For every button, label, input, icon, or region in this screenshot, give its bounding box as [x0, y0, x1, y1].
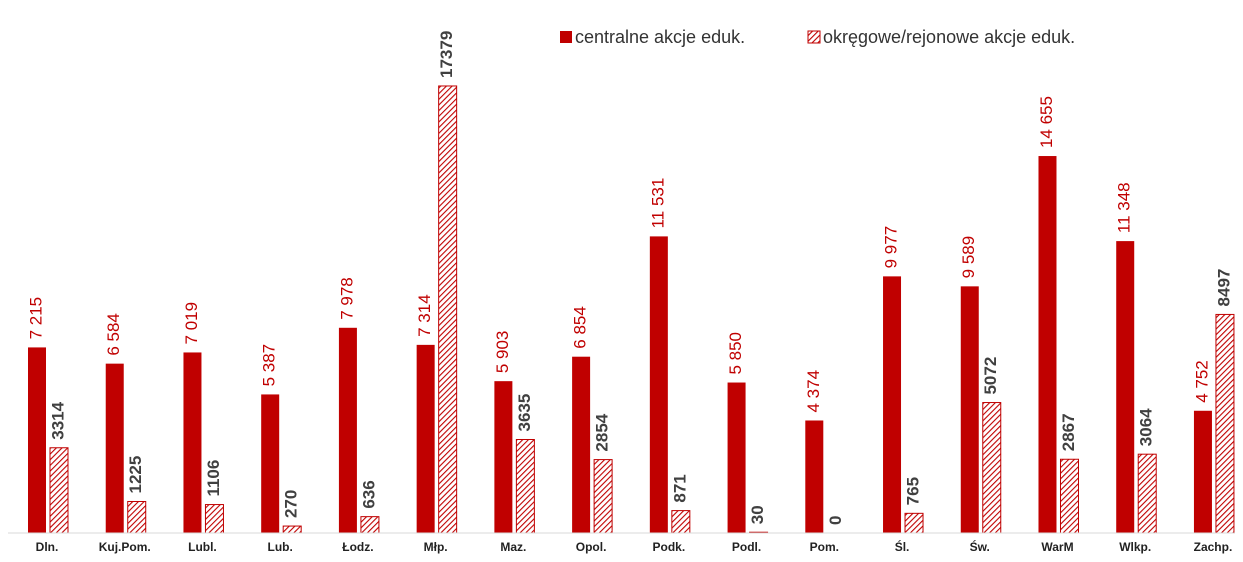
data-label: 5 387	[260, 344, 279, 387]
bar	[960, 286, 979, 533]
x-tick-label: Zachp.	[1194, 540, 1233, 554]
data-label: 11 348	[1115, 182, 1134, 233]
legend-label: centralne akcje eduk.	[575, 27, 745, 47]
bar	[1193, 410, 1212, 533]
data-label: 5072	[981, 357, 1000, 395]
x-tick-label: Podk.	[653, 540, 686, 554]
bar	[127, 500, 147, 534]
data-label: 7 314	[415, 294, 434, 337]
bar	[204, 504, 224, 534]
data-label: 7 019	[182, 302, 201, 345]
data-label: 5 850	[726, 332, 745, 375]
bar	[282, 525, 302, 534]
data-label: 270	[282, 490, 301, 518]
x-tick-label: Lub.	[268, 540, 293, 554]
bar	[183, 352, 202, 533]
data-label: 9 589	[959, 236, 978, 279]
bar	[1137, 453, 1157, 534]
x-tick-label: Wlkp.	[1119, 540, 1151, 554]
x-tick-label: Pom.	[810, 540, 839, 554]
data-label: 5 903	[493, 331, 512, 374]
data-label: 636	[359, 480, 378, 508]
data-label: 3064	[1137, 408, 1156, 446]
data-label: 1106	[204, 460, 223, 497]
bar	[105, 363, 124, 533]
bar	[338, 327, 357, 533]
data-label: 2867	[1059, 413, 1078, 451]
bar	[261, 394, 280, 533]
bar	[1116, 241, 1135, 533]
data-label: 6 854	[571, 306, 590, 349]
legend-swatch	[807, 30, 821, 44]
data-label: 30	[748, 505, 767, 524]
data-label: 11 531	[648, 178, 667, 229]
bar	[1038, 156, 1057, 533]
x-tick-label: Młp.	[424, 540, 448, 554]
bar	[805, 420, 824, 533]
bar	[494, 381, 513, 533]
bar	[649, 236, 668, 534]
bar	[593, 459, 613, 534]
bar	[572, 356, 591, 533]
data-label: 17379	[437, 31, 456, 78]
data-label: 7 978	[337, 277, 356, 320]
data-label: 8497	[1214, 269, 1233, 307]
bar	[1059, 458, 1079, 534]
data-label: 2854	[593, 413, 612, 451]
data-label: 765	[904, 477, 923, 505]
x-tick-label: Maz.	[500, 540, 526, 554]
bar	[49, 447, 69, 534]
x-tick-label: Dln.	[36, 540, 59, 554]
data-label: 6 584	[104, 313, 123, 356]
data-label: 3635	[515, 394, 534, 432]
data-label: 7 215	[26, 297, 45, 340]
x-tick-label: Kuj.Pom.	[99, 540, 151, 554]
data-label: 9 977	[882, 226, 901, 269]
x-tick-label: Śl.	[895, 539, 910, 554]
data-label: 4 752	[1192, 360, 1211, 403]
data-label: 14 655	[1037, 96, 1056, 148]
data-label: 4 374	[804, 370, 823, 413]
x-tick-label: WarM	[1041, 540, 1073, 554]
legend-label: okręgowe/rejonowe akcje eduk.	[823, 27, 1075, 47]
bar	[883, 276, 902, 533]
bar	[1215, 313, 1235, 534]
x-tick-label: Podl.	[732, 540, 761, 554]
data-label: 1225	[126, 456, 145, 494]
bar	[515, 438, 535, 534]
bar	[438, 85, 458, 534]
bar	[671, 510, 691, 534]
x-tick-label: Św.	[970, 539, 990, 554]
data-label: 0	[826, 516, 845, 525]
bar	[904, 512, 924, 534]
bar	[727, 382, 746, 533]
x-tick-label: Opol.	[576, 540, 607, 554]
bar	[416, 344, 435, 533]
x-tick-label: Łodz.	[342, 540, 373, 554]
legend-swatch	[560, 31, 572, 43]
data-label: 871	[670, 474, 689, 502]
bar	[360, 516, 380, 534]
x-tick-label: Lubl.	[188, 540, 217, 554]
data-label: 3314	[48, 401, 67, 439]
bar	[982, 402, 1002, 534]
bar	[28, 347, 46, 533]
